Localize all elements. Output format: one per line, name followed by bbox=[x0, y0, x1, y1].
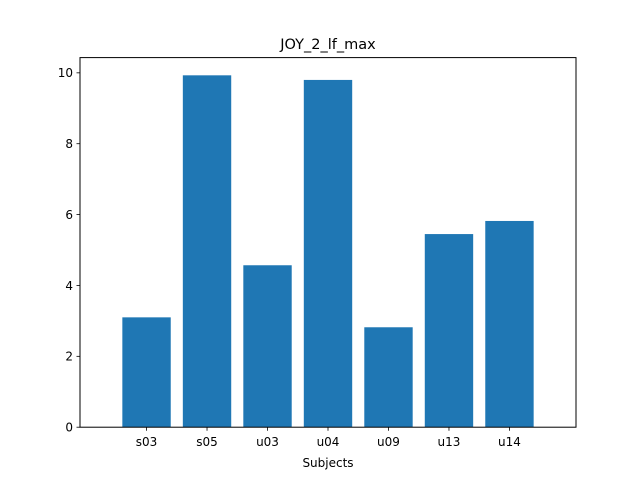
chart-title: JOY_2_lf_max bbox=[279, 37, 376, 53]
bar-u04 bbox=[303, 79, 353, 428]
bar-s05 bbox=[182, 75, 232, 428]
x-tick-label: u04 bbox=[317, 435, 340, 449]
y-tick-label: 8 bbox=[65, 137, 73, 151]
y-axis-ticks: 0 2 4 6 8 10 bbox=[58, 66, 80, 435]
x-tick-label: u13 bbox=[438, 435, 461, 449]
bar-u14 bbox=[485, 220, 534, 428]
y-tick-label: 0 bbox=[65, 421, 73, 435]
bars-group bbox=[122, 75, 534, 428]
bar-u13 bbox=[424, 234, 474, 428]
x-axis-label: Subjects bbox=[302, 456, 353, 470]
y-tick-label: 10 bbox=[58, 66, 73, 80]
plot-frame bbox=[79, 57, 577, 428]
y-tick-label: 2 bbox=[65, 350, 73, 364]
bar-u03 bbox=[243, 265, 292, 428]
x-tick-label: u03 bbox=[256, 435, 279, 449]
y-tick-label: 6 bbox=[65, 208, 73, 222]
x-tick-label: u09 bbox=[377, 435, 400, 449]
x-tick-label: s03 bbox=[136, 435, 158, 449]
x-tick-label: s05 bbox=[196, 435, 218, 449]
y-tick-label: 4 bbox=[65, 279, 73, 293]
bar-s03 bbox=[122, 317, 171, 428]
bar-u09 bbox=[364, 327, 413, 428]
x-tick-label: u14 bbox=[498, 435, 521, 449]
x-axis-ticks: s03 s05 u03 u04 u09 u13 u14 bbox=[136, 427, 521, 449]
